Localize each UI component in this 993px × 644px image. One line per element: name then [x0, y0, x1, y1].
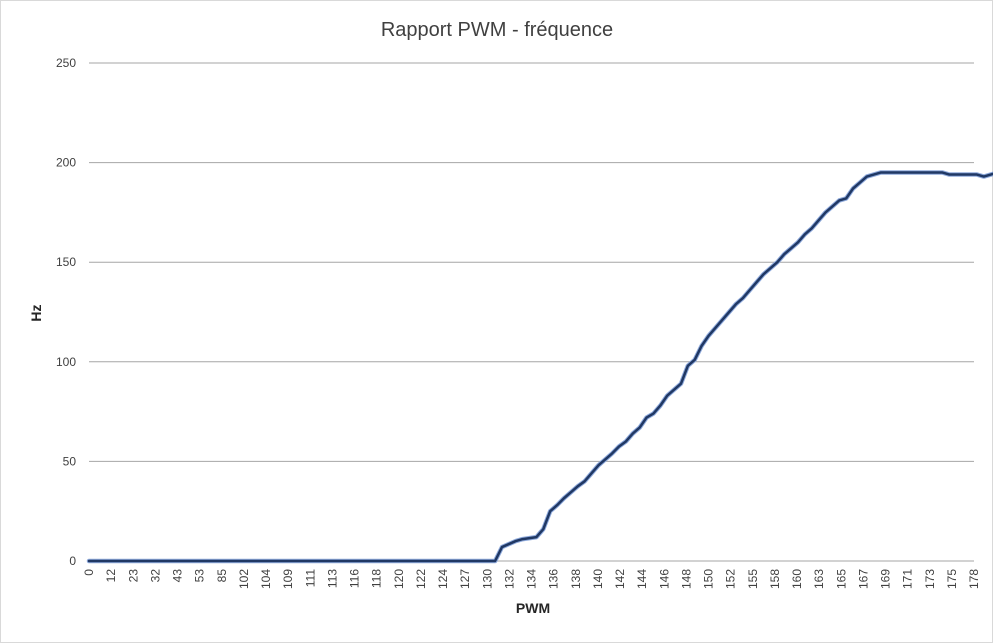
- series-line: [87, 171, 993, 563]
- x-tick-label: 0: [82, 569, 96, 576]
- y-tick-label: 150: [56, 255, 76, 269]
- x-tick-label: 155: [746, 569, 760, 589]
- chart-title: Rapport PWM - fréquence: [381, 19, 613, 41]
- x-tick-label: 140: [591, 569, 605, 589]
- x-tick-label: 113: [325, 569, 339, 588]
- y-axis-ticks: 0 50 100 150 200 250: [56, 56, 76, 568]
- x-tick-label: 138: [569, 569, 583, 589]
- x-tick-label: 111: [303, 569, 317, 588]
- x-tick-label: 146: [657, 569, 671, 589]
- x-tick-label: 158: [768, 569, 782, 589]
- gridlines: [89, 62, 974, 462]
- series-layer: [86, 170, 993, 564]
- x-tick-label: 136: [547, 569, 561, 589]
- series-line-halo: [86, 170, 993, 564]
- x-tick-label: 116: [348, 569, 362, 588]
- x-tick-label: 130: [480, 569, 494, 589]
- y-axis-title: Hz: [28, 304, 44, 321]
- x-tick-label: 23: [126, 569, 140, 583]
- x-tick-label: 167: [856, 569, 870, 589]
- x-tick-label: 163: [812, 569, 826, 589]
- y-tick-label: 50: [63, 454, 77, 468]
- x-tick-label: 144: [635, 569, 649, 589]
- x-tick-label: 32: [148, 569, 162, 583]
- x-tick-label: 173: [923, 569, 937, 589]
- x-tick-label: 53: [193, 569, 207, 583]
- x-tick-label: 109: [281, 569, 295, 589]
- x-tick-label: 165: [834, 569, 848, 589]
- x-tick-label: 120: [392, 569, 406, 589]
- x-tick-label: 160: [790, 569, 804, 589]
- x-tick-label: 150: [702, 569, 716, 589]
- x-tick-label: 124: [436, 569, 450, 589]
- x-tick-label: 175: [945, 569, 959, 589]
- x-tick-label: 171: [901, 569, 915, 589]
- x-tick-label: 169: [879, 569, 893, 589]
- x-axis-title: PWM: [516, 600, 550, 616]
- x-tick-label: 134: [525, 569, 539, 589]
- y-tick-label: 0: [69, 554, 76, 568]
- x-tick-label: 178: [967, 569, 981, 589]
- x-tick-label: 142: [613, 569, 627, 589]
- x-tick-label: 12: [104, 569, 118, 583]
- x-tick-label: 127: [458, 569, 472, 589]
- x-tick-label: 152: [724, 569, 738, 589]
- x-tick-label: 43: [171, 569, 185, 583]
- x-tick-label: 104: [259, 569, 273, 589]
- x-tick-label: 118: [370, 569, 384, 588]
- x-tick-label: 148: [679, 569, 693, 589]
- x-tick-label: 122: [414, 569, 428, 589]
- y-tick-label: 200: [56, 156, 76, 170]
- x-tick-label: 85: [215, 569, 229, 583]
- y-tick-label: 100: [56, 355, 76, 369]
- x-tick-label: 132: [502, 569, 516, 589]
- x-axis-ticks: 0 12 23 32 43 53 85 102 104 109 111 113 116 118 120 122…: [82, 569, 981, 589]
- x-tick-label: 102: [237, 569, 251, 589]
- y-tick-label: 250: [56, 56, 76, 70]
